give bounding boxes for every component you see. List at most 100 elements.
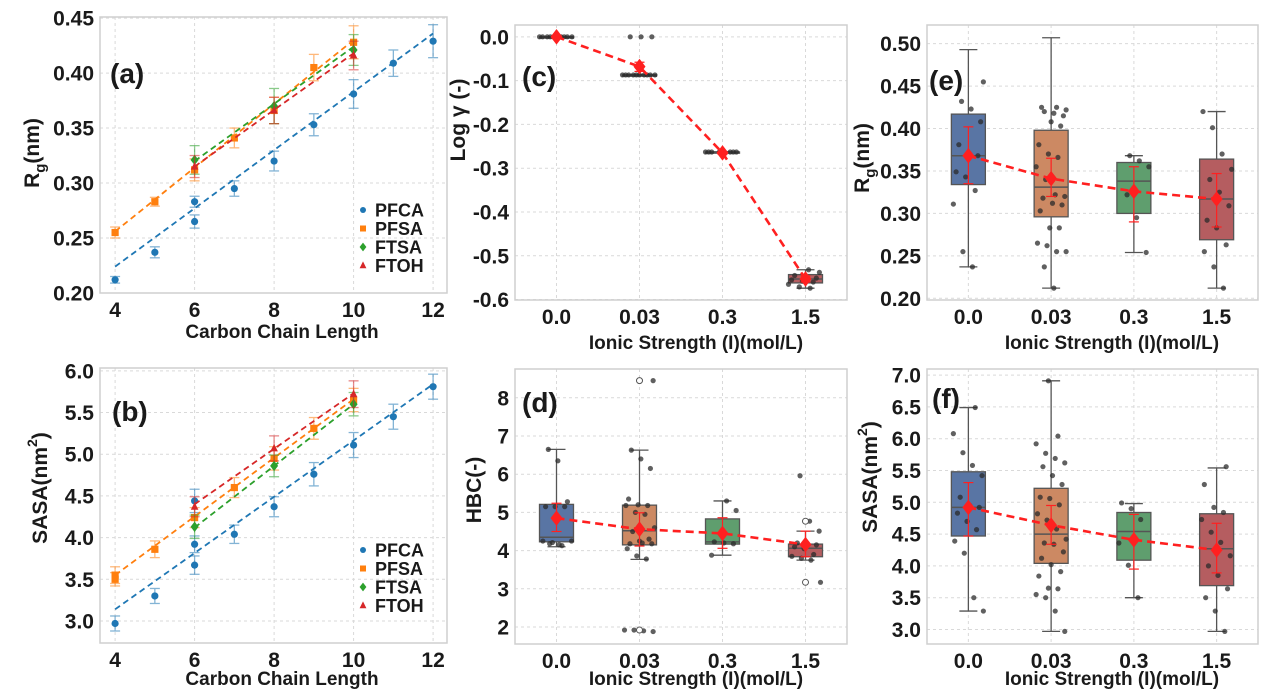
- jitter-point: [635, 502, 641, 508]
- jitter-point: [968, 106, 974, 112]
- y-axis-label: Log γ (-): [447, 79, 470, 162]
- data-point: [389, 413, 397, 421]
- data-point: [429, 383, 437, 391]
- y-tick-label: 6.5: [892, 396, 922, 419]
- x-tick-label: 0.03: [1031, 650, 1072, 673]
- jitter-point: [980, 79, 986, 85]
- jitter-point: [1211, 504, 1217, 510]
- x-tick-label: 0.03: [1031, 306, 1072, 329]
- y-tick-label: -0.6: [473, 289, 509, 312]
- legend-marker: [359, 601, 367, 609]
- jitter-point: [1204, 217, 1210, 223]
- legend-marker: [359, 242, 367, 252]
- data-point: [310, 63, 318, 72]
- jitter-point: [1041, 540, 1047, 546]
- outlier-point: [636, 626, 643, 634]
- x-tick-label: 1.5: [1202, 306, 1232, 329]
- y-tick-label: 3.0: [65, 610, 94, 633]
- y-tick-label: -0.5: [473, 245, 510, 268]
- jitter-point: [1223, 242, 1229, 248]
- y-axis-label-part: ): [859, 421, 882, 428]
- jitter-point: [733, 507, 739, 514]
- jitter-point: [805, 267, 812, 273]
- jitter-point: [972, 187, 978, 194]
- jitter-point: [963, 174, 969, 180]
- mean-marker: [1127, 532, 1140, 548]
- x-tick-label: 6: [189, 299, 201, 322]
- x-tick-label: 1.5: [791, 650, 821, 673]
- fit-line: [194, 392, 355, 505]
- y-tick-label: 6: [497, 464, 509, 487]
- panel-e: 0.0 0.03 0.3 1.5 0.20 0.25 0.30 0.35 0.40 0.45 0.5…: [851, 24, 1259, 354]
- jitter-point: [708, 552, 715, 558]
- plot-frame: [99, 367, 448, 644]
- y-axis-label-part: SASA(nm: [859, 436, 882, 533]
- jitter-point: [969, 462, 976, 469]
- jitter-point: [1045, 151, 1051, 157]
- jitter-point: [1043, 450, 1049, 456]
- data-point: [230, 134, 238, 142]
- jitter-point: [810, 279, 816, 285]
- fit-line: [114, 32, 434, 268]
- mean-marker: [962, 499, 975, 516]
- jitter-point: [975, 153, 981, 159]
- legend-entry-pfca: PFCA: [360, 201, 424, 221]
- jitter-point: [1059, 202, 1065, 208]
- y-axis-label-part: Log γ (-): [447, 79, 470, 162]
- y-axis-label: Rg(nm): [21, 118, 50, 188]
- panel-label: (b): [112, 396, 148, 427]
- y-tick-label: -0.3: [473, 158, 509, 181]
- jitter-point: [634, 553, 640, 559]
- jitter-point: [1037, 208, 1043, 214]
- data-point: [191, 540, 199, 548]
- data-point: [111, 228, 119, 237]
- x-axis-label: Carbon Chain Length: [185, 322, 378, 343]
- x-tick-label: 0.0: [954, 650, 983, 673]
- legend-label: FTSA: [375, 578, 422, 598]
- jitter-point: [1127, 153, 1133, 159]
- data-point: [111, 276, 119, 284]
- panel-label: (d): [522, 387, 558, 418]
- y-tick-label: 5.5: [65, 402, 95, 425]
- jitter-point: [816, 528, 822, 534]
- jitter-point: [1203, 595, 1209, 601]
- y-tick-label: 0.25: [880, 245, 921, 268]
- jitter-point: [1134, 215, 1140, 221]
- y-tick-label: 0.20: [880, 288, 921, 311]
- x-axis-label-part: Ionic Strength (I)(mol/L): [589, 333, 803, 354]
- jitter-point: [960, 249, 966, 255]
- y-axis-label-superscript: 2: [24, 439, 40, 447]
- jitter-point: [647, 465, 654, 472]
- mean-marker: [550, 510, 563, 526]
- mean-trend-line: [968, 154, 1217, 201]
- x-tick-label: 12: [421, 649, 444, 672]
- jitter-point: [1033, 164, 1039, 170]
- y-tick-label: 6.0: [892, 428, 921, 451]
- y-tick-label: 5.0: [65, 444, 94, 467]
- jitter-point: [1128, 506, 1134, 512]
- jitter-point: [1055, 433, 1061, 439]
- x-tick-label: 6: [189, 649, 201, 672]
- y-axis-label-superscript: 2: [854, 428, 870, 436]
- jitter-point: [540, 538, 546, 544]
- legend-entry-ftsa: FTSA: [359, 578, 422, 598]
- x-tick-label: 0.0: [542, 306, 571, 329]
- jitter-point: [645, 502, 651, 509]
- jitter-point: [1060, 113, 1066, 119]
- panel-a: 4 6 8 10 12 0.20 0.25 0.30 0.35 0.40 0.45 Carbon Ch…: [21, 8, 448, 343]
- mean-marker: [633, 521, 646, 538]
- plot-area: [515, 25, 847, 300]
- jitter-point: [1223, 464, 1229, 470]
- y-tick-label: 2: [497, 617, 509, 640]
- x-tick-label: 0.0: [954, 306, 983, 329]
- y-tick-label: 8: [497, 387, 509, 410]
- jitter-point: [797, 473, 803, 479]
- jitter-point: [630, 72, 636, 78]
- jitter-point: [791, 544, 798, 550]
- x-tick-label: 8: [268, 649, 280, 672]
- jitter-point: [1059, 481, 1065, 488]
- jitter-point: [536, 34, 543, 40]
- jitter-point: [1036, 142, 1042, 148]
- legend-entry-ftoh: FTOH: [359, 596, 424, 616]
- x-axis-label-part: Ionic Strength (I)(mol/L): [1005, 333, 1219, 354]
